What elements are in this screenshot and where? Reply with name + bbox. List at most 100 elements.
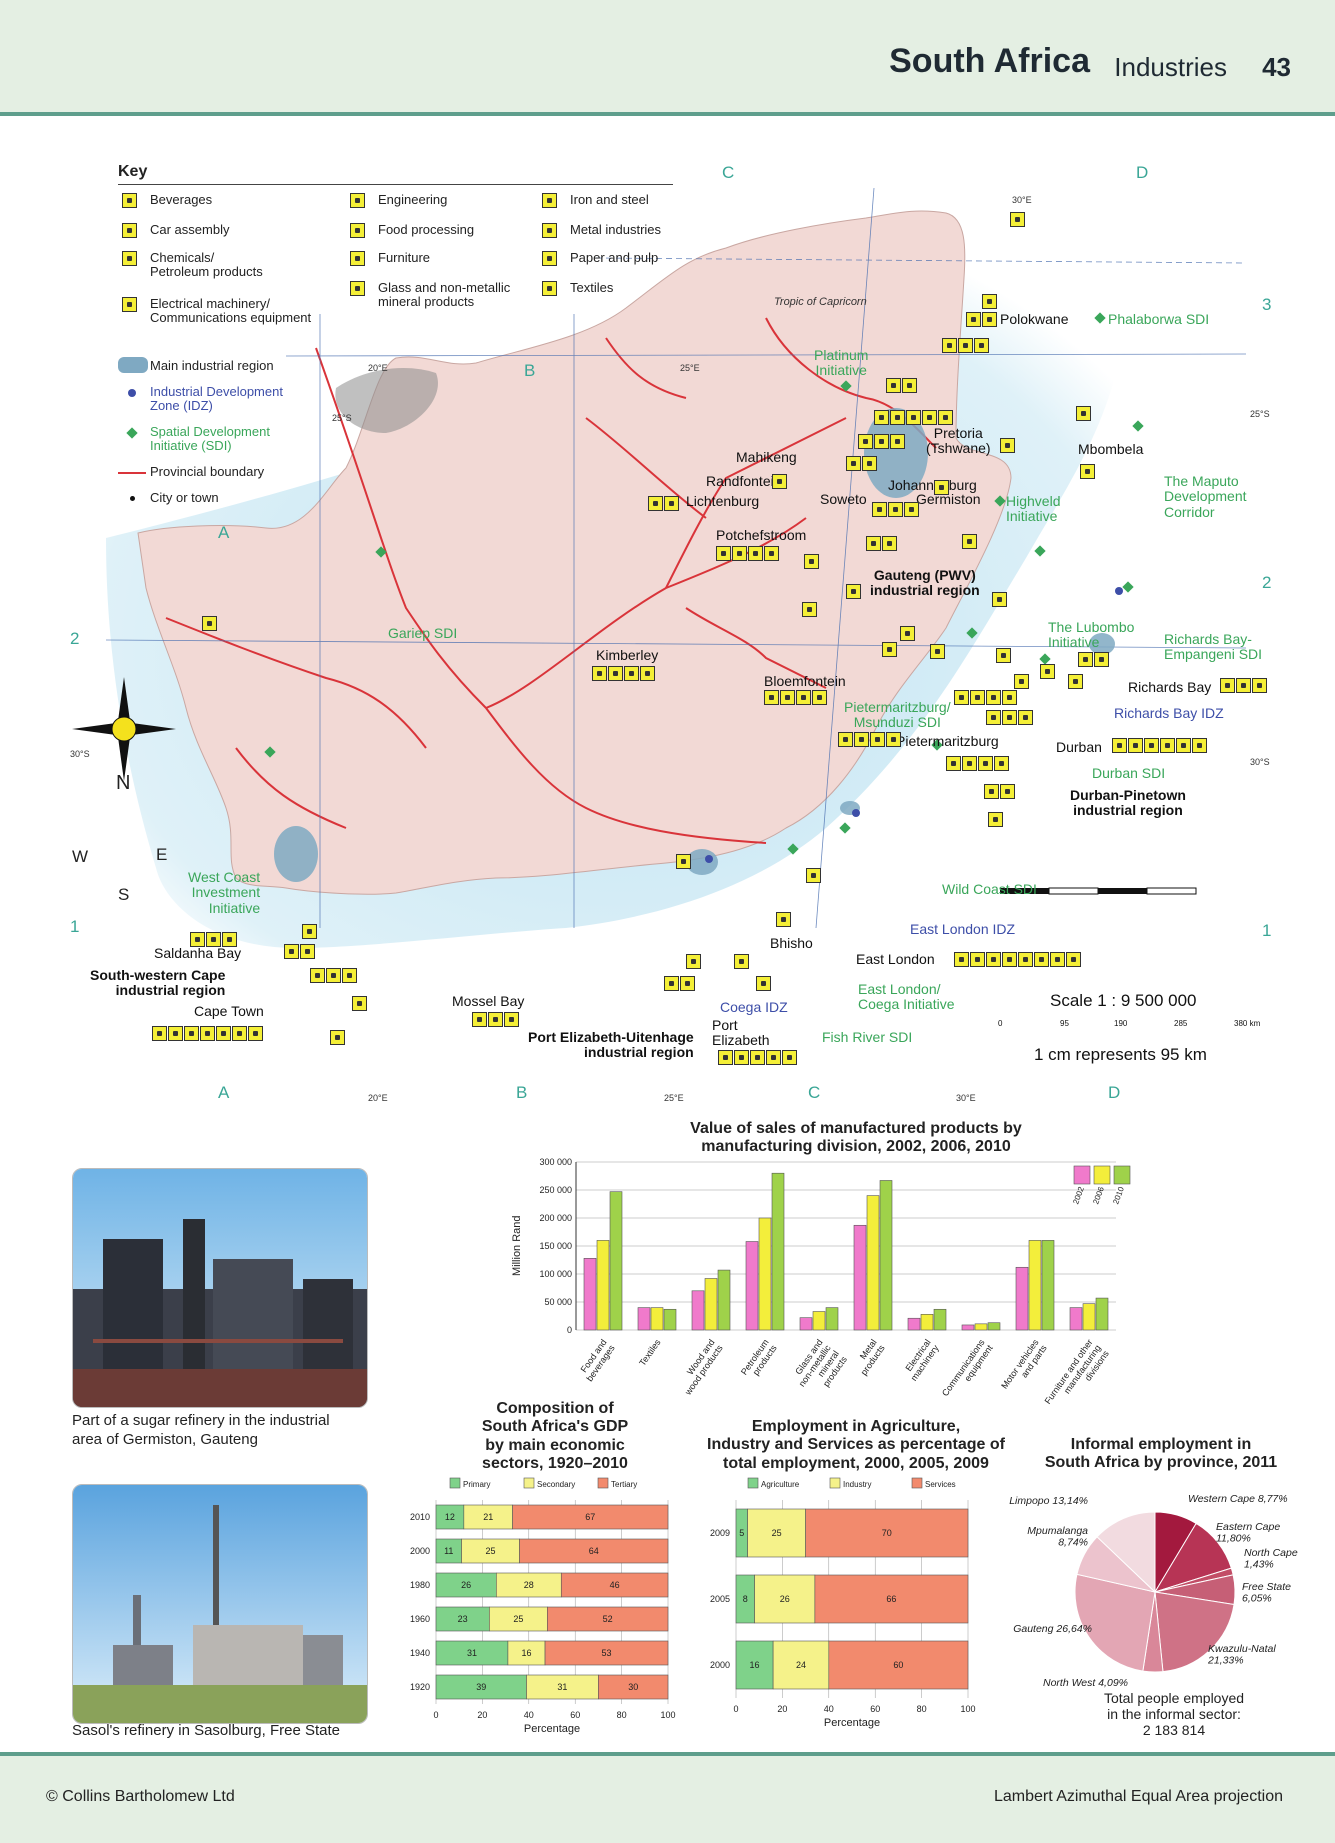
region-swatch xyxy=(118,357,148,373)
furniture-icon xyxy=(886,732,901,747)
food-processing-icon xyxy=(888,502,903,517)
city-germiston: Germiston xyxy=(916,491,981,507)
sales-category-label: Motor vehiclesand parts xyxy=(999,1337,1049,1396)
glass-icon xyxy=(350,281,365,296)
key-label: Beverages xyxy=(150,192,213,207)
electrical-icon xyxy=(122,297,137,312)
sales-category-label: Glass andnon-metallicmineralproducts xyxy=(789,1337,850,1400)
stack-segment xyxy=(526,1674,599,1700)
engineering-icon xyxy=(664,976,679,991)
beverages-icon xyxy=(874,434,889,449)
legend-swatch xyxy=(597,1477,609,1489)
metal-icon xyxy=(886,378,901,393)
segment-value: 53 xyxy=(602,1648,612,1658)
paper-icon xyxy=(994,756,1009,771)
stack-segment xyxy=(814,1574,969,1624)
sales-bar xyxy=(879,1180,893,1331)
engineering-icon xyxy=(734,954,749,969)
key-item-chemicals: Chemicals/ Petroleum products xyxy=(118,250,263,280)
sales-category-label: Food andbeverages xyxy=(576,1337,617,1383)
xtick-label: 60 xyxy=(570,1710,580,1720)
region-gauteng: Gauteng (PWV) industrial region xyxy=(870,567,980,599)
sdi-diamond-icon xyxy=(126,427,138,439)
sales-bar xyxy=(961,1324,975,1331)
grid-letter-d-bottom: D xyxy=(1108,1083,1121,1102)
legend-swatch xyxy=(747,1477,759,1489)
deg-20e-top: 20°E xyxy=(368,363,388,373)
food-processing-icon xyxy=(1078,652,1093,667)
stack-segment xyxy=(598,1674,669,1700)
compass-rose xyxy=(72,677,176,781)
icons-wc-4 xyxy=(352,996,368,1011)
chemicals-icon xyxy=(986,710,1001,725)
grid-letter-b-top: B xyxy=(524,361,536,380)
stack-segment xyxy=(519,1538,669,1564)
food-processing-icon xyxy=(750,1050,765,1065)
stack-segment xyxy=(463,1504,513,1530)
pie-label: Free State 6,05% xyxy=(1242,1581,1291,1605)
segment-value: 31 xyxy=(467,1648,477,1658)
key-label: Electrical machinery/ Communications equ… xyxy=(150,296,312,326)
icons-kzn-2 xyxy=(954,690,1018,705)
engineering-icon xyxy=(930,644,945,659)
electrical-icon xyxy=(216,1026,231,1041)
segment-value: 39 xyxy=(476,1682,486,1692)
sales-legend-label: 2006 xyxy=(1091,1185,1106,1205)
sales-legend-label: 2010 xyxy=(1111,1185,1126,1205)
icons-nc xyxy=(202,616,218,631)
sales-bar xyxy=(907,1317,921,1331)
sdi-richards-bay: Richards Bay- Empangeni SDI xyxy=(1164,631,1263,663)
icons-fs-4 xyxy=(882,642,898,657)
icons-platinum xyxy=(886,378,918,393)
segment-value: 52 xyxy=(603,1614,613,1624)
legend-swatch xyxy=(911,1477,923,1489)
sales-bar xyxy=(1028,1240,1042,1331)
metal-icon xyxy=(202,616,217,631)
icons-fs-3 xyxy=(900,626,916,641)
key-label: Glass and non-metallic mineral products xyxy=(378,280,511,310)
icons-kzn-4 xyxy=(946,756,1010,771)
segment-value: 25 xyxy=(513,1614,523,1624)
city-durban: Durban xyxy=(1056,739,1102,755)
key-symbol-idz: Industrial Development Zone (IDZ) xyxy=(118,384,283,414)
segment-value: 28 xyxy=(524,1580,534,1590)
xtick-label: 0 xyxy=(733,1704,738,1714)
engineering-icon xyxy=(1220,678,1235,693)
key-label: Car assembly xyxy=(150,222,230,237)
stack-segment xyxy=(435,1572,497,1598)
food-processing-icon xyxy=(1160,738,1175,753)
city-mahikeng: Mahikeng xyxy=(736,449,797,465)
segment-value: 64 xyxy=(589,1546,599,1556)
deg-30e-bottom: 30°E xyxy=(956,1093,976,1103)
sales-bar xyxy=(799,1317,813,1331)
chemicals-icon xyxy=(716,546,731,561)
key-item-paper: Paper and pulp xyxy=(538,250,658,266)
grid-number-1-right: 1 xyxy=(1262,921,1272,940)
sdi-west-coast: West Coast Investment Initiative xyxy=(188,869,261,916)
tropic-label: Tropic of Capricorn xyxy=(774,296,867,308)
sales-category-label: Communicationsequipment xyxy=(940,1337,995,1404)
iron-steel-icon xyxy=(992,592,1007,607)
icons-durban xyxy=(1112,738,1208,753)
chemicals-icon xyxy=(986,952,1001,967)
sales-bar xyxy=(1015,1266,1029,1331)
icons-fs-5 xyxy=(930,644,946,659)
key-item-metal: Metal industries xyxy=(538,222,661,238)
engineering-icon xyxy=(608,666,623,681)
grid-letter-a-top: A xyxy=(218,523,230,542)
engineering-icon xyxy=(958,338,973,353)
pie-label: Limpopo 13,14% xyxy=(1009,1495,1088,1507)
chart-employment-title: Employment in Agriculture, Industry and … xyxy=(707,1418,1005,1472)
city-soweto: Soweto xyxy=(820,491,867,507)
pie-slice xyxy=(1074,1573,1156,1672)
row-label: 1960 xyxy=(410,1614,430,1624)
sdi-maputo: The Maputo Development Corridor xyxy=(1164,473,1247,520)
city-bhisho: Bhisho xyxy=(770,935,813,951)
textiles-icon xyxy=(970,690,985,705)
grid-letter-a-bottom: A xyxy=(218,1083,230,1102)
food-processing-icon xyxy=(780,690,795,705)
food-processing-icon xyxy=(1002,690,1017,705)
food-processing-icon xyxy=(640,666,655,681)
icons-gauteng-1 xyxy=(874,410,954,425)
stack-segment xyxy=(754,1574,816,1624)
